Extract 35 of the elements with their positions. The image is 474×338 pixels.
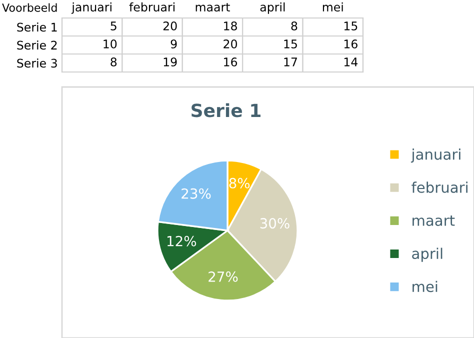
data-label: 8 [110,57,117,66]
x-tick-label: april [260,2,285,14]
legend-label: maart [412,216,455,226]
data-label: 10 [104,39,117,48]
data-label: 8% [229,178,250,188]
data-label: 20 [224,39,237,48]
data-label: 18 [224,21,237,30]
data-label: 15 [344,22,358,30]
data-label: 9 [170,39,177,48]
y-tick-label: Serie 3 [17,58,57,68]
data-label: 14 [344,58,358,66]
data-label: 27% [208,271,238,282]
data-label: 15 [284,40,297,48]
data-label: 16 [224,57,238,66]
data-label: 19 [164,57,177,66]
data-label: 5 [110,22,116,30]
x-tick-label: februari [129,2,174,12]
data-label: 12% [167,236,196,246]
data-label: 23% [182,188,211,199]
chart-title: Voorbeeld [2,3,57,12]
x-tick-label: mei [322,2,343,12]
legend-label: mei [412,280,438,292]
y-tick-label: Serie 1 [17,22,57,32]
data-label: 8 [291,21,298,30]
legend-label: januari [410,148,460,163]
chart-title: Serie 1 [192,103,260,118]
y-tick-label: Serie 2 [17,40,57,50]
x-tick-label: maart [196,3,230,12]
legend-label: februari [412,182,468,193]
data-label: 16 [344,39,358,48]
legend-label: april [412,248,442,262]
data-label: 20 [163,21,177,30]
data-label: 30% [260,218,290,229]
x-tick-label: januari [71,2,112,14]
data-label: 17 [284,58,297,66]
